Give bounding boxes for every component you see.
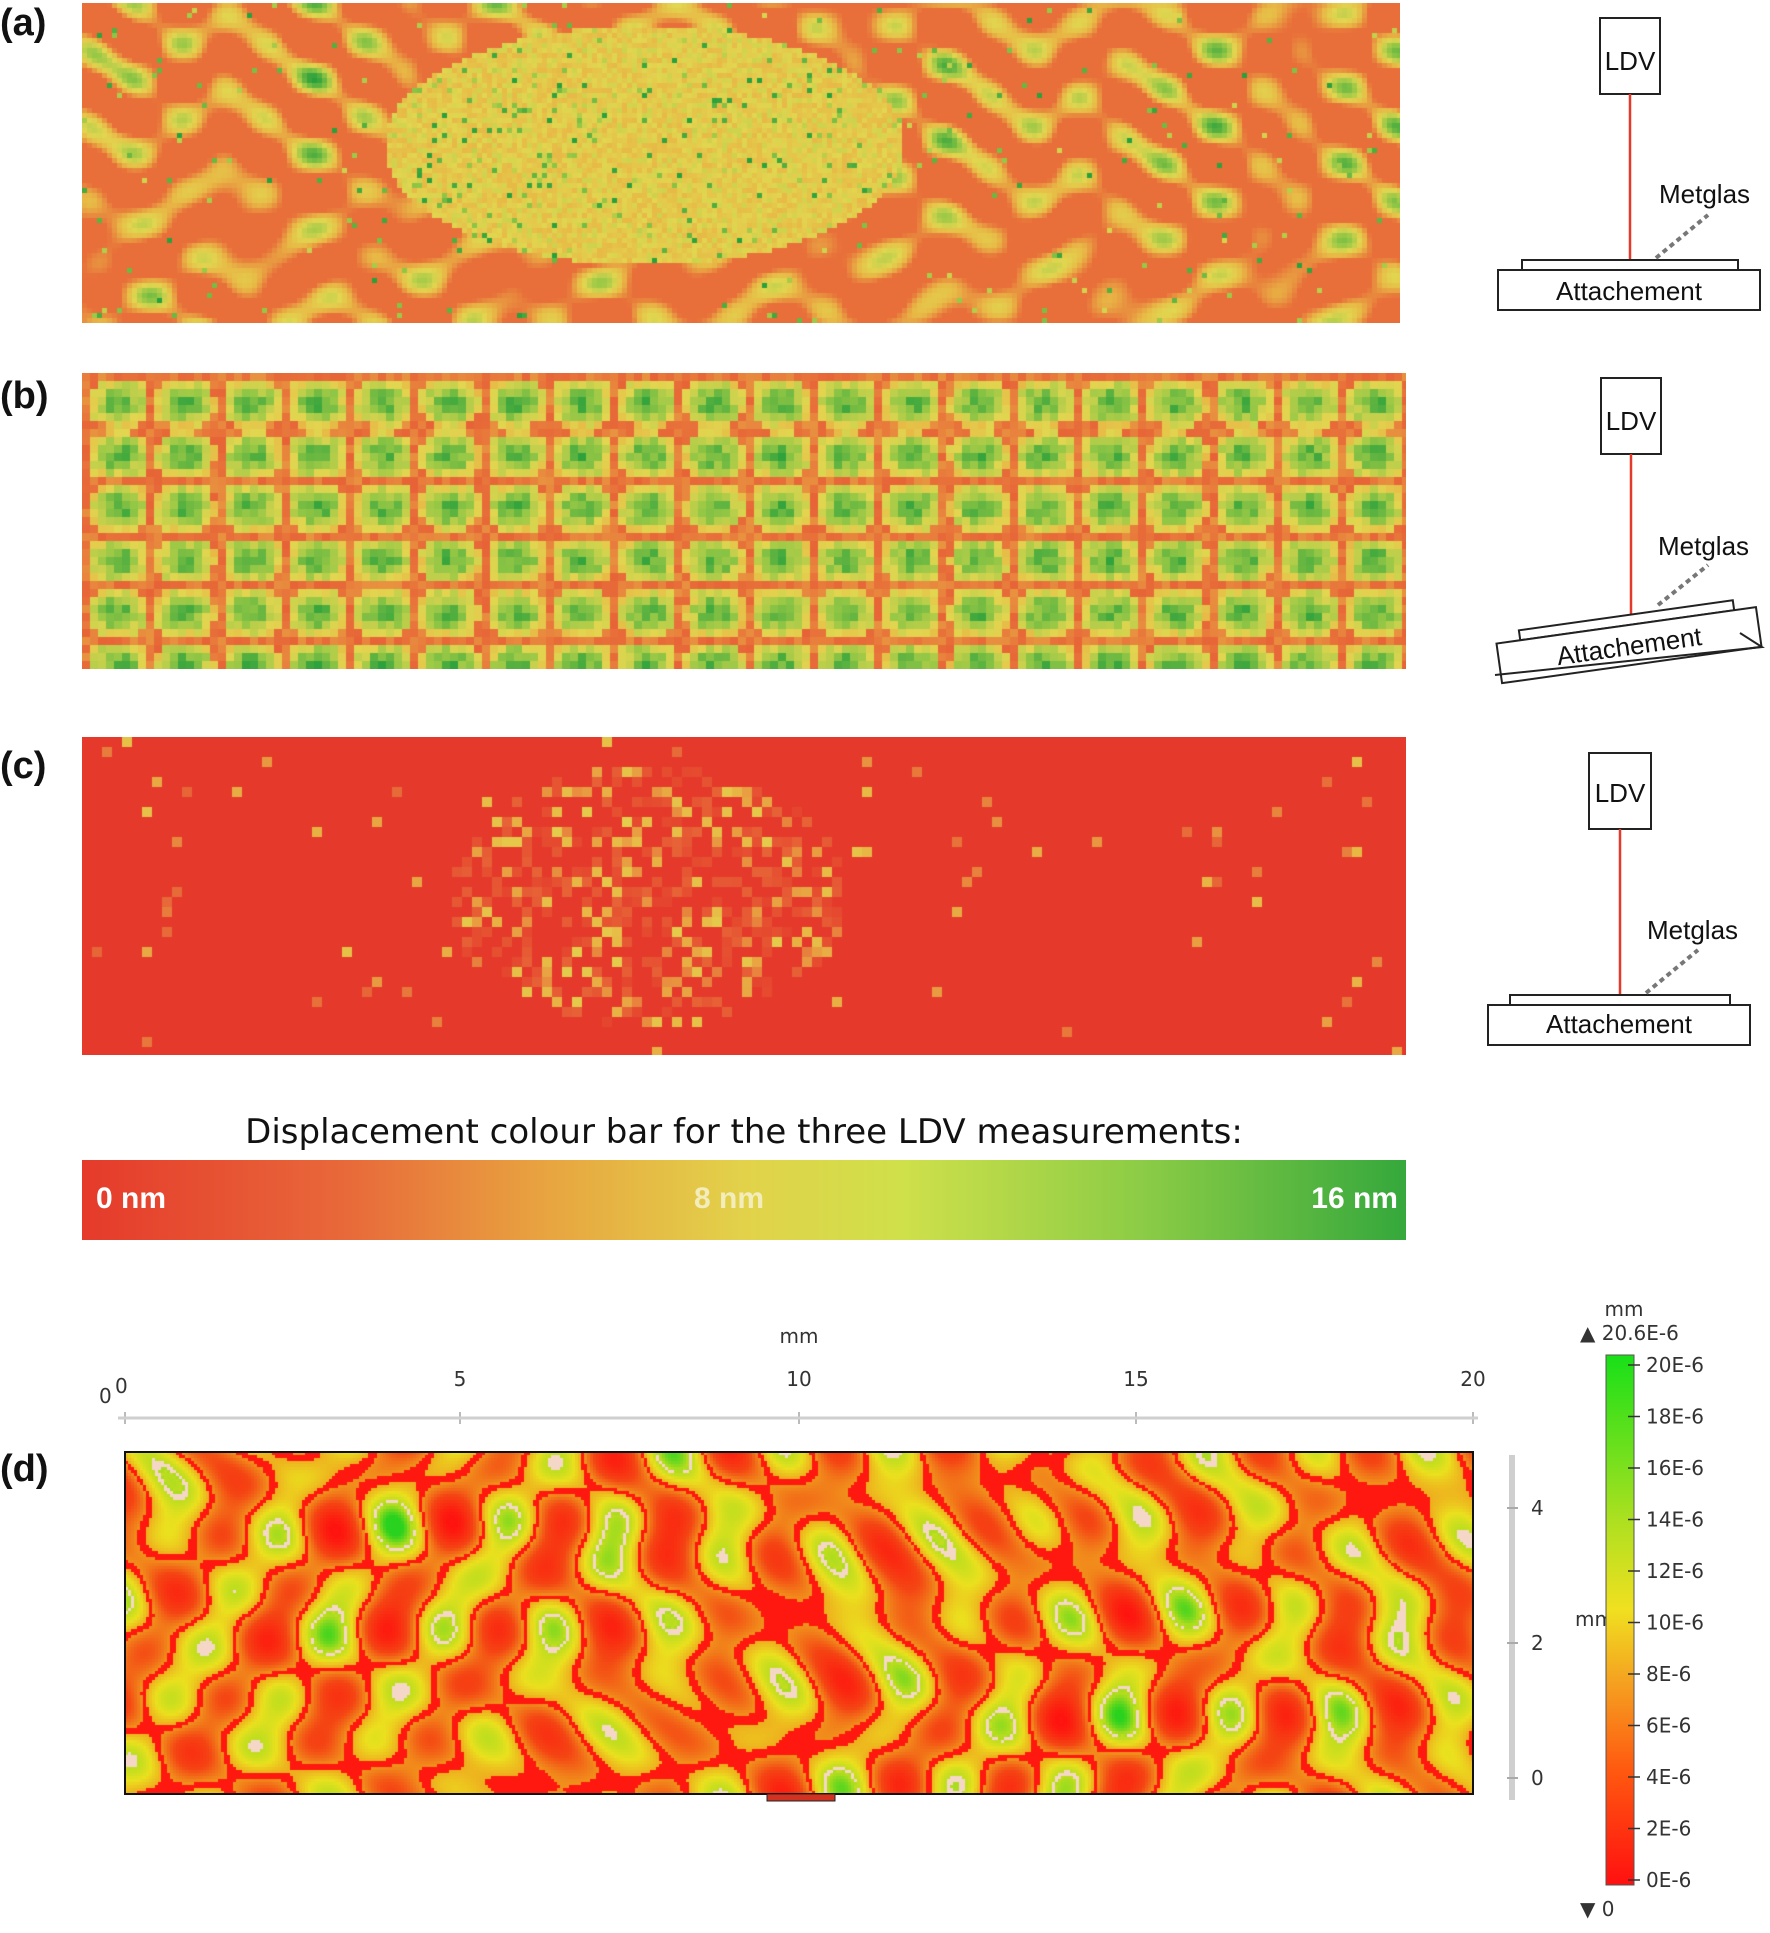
attachment-block — [1487, 1004, 1751, 1046]
metglas-strip — [1509, 994, 1731, 1006]
panel-label-c: (c) — [0, 745, 47, 787]
y-tick-label: 0 — [1531, 1766, 1544, 1790]
panel-label-a: (a) — [0, 2, 47, 44]
colour-bar-tick-label: 2E-6 — [1646, 1817, 1691, 1841]
colour-bar-max-label: ▲ 20.6E-6 — [1580, 1321, 1679, 1345]
x-axis-unit: mm — [780, 1324, 819, 1348]
simulation-plot: mm 0 5 10 15 200 420 mm mm ▲ 20.6E-6 20E-61… — [99, 1297, 1704, 1921]
colour-bar-unit: mm — [1605, 1297, 1644, 1321]
setup-diagram-b: LDV Attachement Metglas — [1494, 377, 1765, 685]
y-tick-label: 2 — [1531, 1631, 1544, 1655]
ldv-box — [1588, 752, 1652, 830]
colour-bar-tick-label: 18E-6 — [1646, 1405, 1704, 1429]
panel-label-d: (d) — [0, 1448, 49, 1490]
metglas-strip — [1521, 259, 1739, 271]
colour-bar-tick-label: 0E-6 — [1646, 1868, 1691, 1892]
setup-diagram-a: LDV Attachement Metglas — [1497, 17, 1761, 311]
colour-bar-tick-label: 14E-6 — [1646, 1508, 1704, 1532]
colour-bar-tick-label: 12E-6 — [1646, 1559, 1704, 1583]
setup-diagram-c: LDV Attachement Metglas — [1487, 752, 1751, 1046]
ldv-label: LDV — [1606, 406, 1657, 436]
x-tick-label: 10 — [786, 1367, 811, 1391]
y-tick-label: 4 — [1531, 1496, 1544, 1520]
colour-bar-ticks: 20E-6 18E-6 16E-6 14E-6 12E-6 10E-6 8E-6 6E-6 4E… — [1628, 1353, 1704, 1892]
attachment-wedge — [1494, 632, 1765, 676]
colour-bar-tick-label: 16E-6 — [1646, 1456, 1704, 1480]
ldv-label: LDV — [1605, 46, 1656, 76]
ldv-map-c — [82, 737, 1406, 1055]
attachment-block — [1495, 605, 1763, 685]
metglas-pointer — [1656, 563, 1710, 607]
colour-bar-tick-label: 10E-6 — [1646, 1611, 1704, 1635]
metglas-pointer — [1644, 948, 1700, 995]
attachment-label: Attachement — [1546, 1009, 1693, 1039]
bar-tick-max: 16 nm — [1311, 1182, 1398, 1215]
attachment-label: Attachement — [1556, 276, 1703, 306]
ldv-colour-bar-title: Displacement colour bar for the three LD… — [245, 1112, 1243, 1152]
attachment-block — [1497, 269, 1761, 311]
ldv-box — [1600, 377, 1662, 455]
bar-tick-mid: 8 nm — [694, 1182, 765, 1215]
metglas-label: Metglas — [1659, 179, 1750, 209]
colour-bar — [1605, 1354, 1635, 1886]
metglas-label: Metglas — [1658, 531, 1749, 561]
x-tick-label: 0 — [115, 1374, 128, 1398]
ldv-map-b — [82, 373, 1406, 669]
panel-label-b: (b) — [0, 375, 49, 417]
x-tick-label: 5 — [454, 1367, 467, 1391]
ldv-colour-bar: 0 nm 8 nm 16 nm — [82, 1160, 1406, 1240]
x-axis-origin: 0 — [99, 1384, 112, 1408]
y-axis-ticks: 4 2 0 — [1507, 1496, 1544, 1790]
x-tick-label: 20 — [1460, 1367, 1485, 1391]
colour-bar-tick-label: 4E-6 — [1646, 1765, 1691, 1789]
ldv-map-a — [82, 3, 1400, 323]
x-axis-ticks: 5 10 15 20 0 — [115, 1367, 1486, 1424]
x-tick-label: 15 — [1123, 1367, 1148, 1391]
bar-tick-min: 0 nm — [96, 1182, 167, 1215]
simulation-excitation-pad — [766, 1793, 836, 1802]
ldv-box — [1599, 17, 1661, 95]
ldv-label: LDV — [1595, 778, 1646, 808]
colour-bar-tick-label: 20E-6 — [1646, 1353, 1704, 1377]
metglas-pointer — [1654, 213, 1710, 260]
colour-bar-tick-label: 6E-6 — [1646, 1714, 1691, 1738]
simulation-field — [125, 1452, 1473, 1794]
metglas-label: Metglas — [1647, 915, 1738, 945]
colour-bar-min-label: ▼ 0 — [1580, 1897, 1614, 1921]
colour-bar-tick-label: 8E-6 — [1646, 1662, 1691, 1686]
